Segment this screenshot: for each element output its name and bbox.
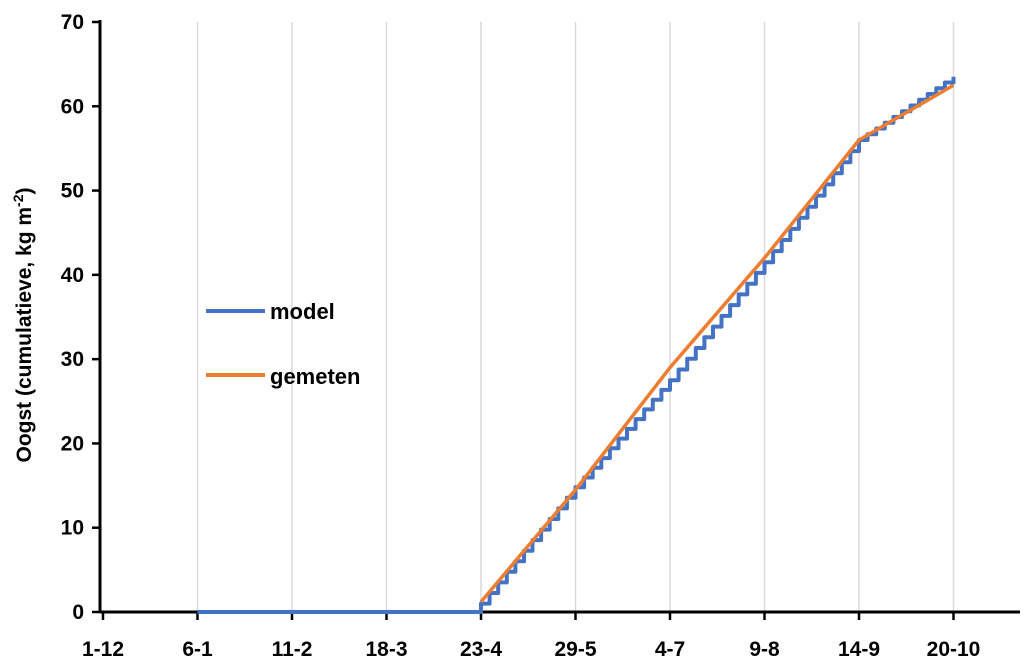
y-tick-label: 50 [61, 180, 84, 203]
y-tick-label: 40 [61, 264, 84, 287]
axes [92, 20, 1020, 620]
legend-label-model: model [270, 299, 335, 324]
y-tick-label: 10 [61, 517, 84, 540]
y-tick-label: 20 [61, 432, 84, 455]
legend: model gemeten [206, 299, 360, 389]
y-tick-label: 30 [61, 348, 84, 371]
x-tick-label: 11-2 [272, 638, 313, 661]
y-tick-label: 70 [61, 11, 84, 34]
y-tick-labels: 0 10 20 30 40 50 60 70 [61, 11, 84, 624]
x-tick-label: 9-8 [749, 638, 780, 661]
series-lines [197, 76, 956, 614]
y-tick-label: 60 [61, 95, 84, 118]
y-axis-label-close: ) [13, 187, 36, 194]
x-tick-label: 6-1 [182, 638, 213, 661]
x-tick-label: 29-5 [554, 638, 596, 661]
x-tick-label: 18-3 [365, 638, 407, 661]
x-tick-labels: 1-12 6-1 11-2 18-3 23-4 29-5 4-7 9-8 14-9 20-10 [82, 638, 980, 661]
series-line-model [197, 76, 956, 614]
y-tick-label: 0 [72, 601, 84, 624]
grid-lines [196, 22, 955, 612]
y-axis-label: Oogst (cumulatieve, kg m-2) [10, 187, 36, 462]
y-axis-label-superscript: -2 [10, 194, 26, 207]
series-line-gemeten [479, 83, 955, 604]
x-tick-label: 4-7 [655, 638, 685, 661]
legend-label-gemeten: gemeten [270, 364, 360, 389]
x-tick-label: 23-4 [460, 638, 502, 661]
y-axis-label-text: Oogst (cumulatieve, kg m [13, 207, 36, 463]
x-tick-label: 20-10 [927, 638, 981, 661]
x-tick-label: 1-12 [82, 638, 124, 661]
x-tick-label: 14-9 [838, 638, 880, 661]
